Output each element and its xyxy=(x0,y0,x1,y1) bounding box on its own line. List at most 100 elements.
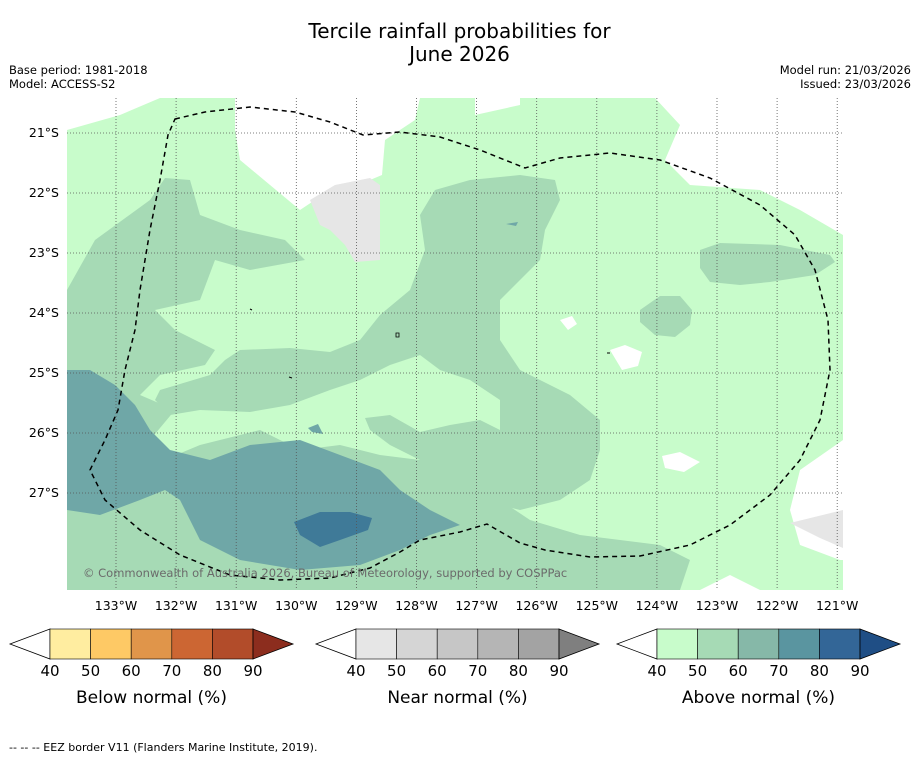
above-60 xyxy=(506,222,518,226)
colorbar-tick-label: 90 xyxy=(850,662,869,680)
colorbar-tick-label: 60 xyxy=(122,662,141,680)
colorbar-tick-label: 90 xyxy=(549,662,568,680)
colorbar-under-arrow xyxy=(615,628,658,660)
colorbar-tick-label: 50 xyxy=(81,662,100,680)
eez-legend-note: -- -- -- EEZ border V11 (Flanders Marine… xyxy=(9,741,317,754)
colorbar-segment xyxy=(518,628,560,660)
lon-axis: 133°W 132°W 131°W 130°W 129°W 128°W 127°W 126°W… xyxy=(95,598,859,613)
colorbar-under-arrow xyxy=(314,628,357,660)
colorbar-under-arrow xyxy=(8,628,51,660)
model-name: Model: ACCESS-S2 xyxy=(9,77,116,91)
lon-tick-label: 128°W xyxy=(395,598,437,613)
colorbar-title: Above normal (%) xyxy=(682,688,835,708)
title-line-1: Tercile rainfall probabilities for xyxy=(308,19,611,43)
colorbar-segment xyxy=(130,628,173,660)
title-line-2: June 2026 xyxy=(409,42,510,66)
no-signal-region xyxy=(560,316,577,330)
colorbar-tick-label: 80 xyxy=(509,662,528,680)
lon-tick-label: 133°W xyxy=(95,598,137,613)
lon-tick-label: 121°W xyxy=(816,598,858,613)
no-signal-region xyxy=(475,98,843,235)
colorbar-tick-label: 50 xyxy=(387,662,406,680)
lat-tick-label: 26°S xyxy=(29,425,59,440)
colorbar-over-arrow xyxy=(859,628,902,660)
island-marker xyxy=(288,376,293,379)
lat-tick-label: 23°S xyxy=(29,245,59,260)
issued-date: Issued: 23/03/2026 xyxy=(800,77,911,91)
colorbar-segment xyxy=(778,628,820,660)
colorbar-segment xyxy=(212,628,254,660)
near-normal-40 xyxy=(310,178,380,262)
lon-tick-label: 129°W xyxy=(335,598,377,613)
above-50 xyxy=(640,296,692,337)
colorbar-segment xyxy=(49,628,91,660)
lon-tick-label: 123°W xyxy=(696,598,738,613)
model-run: Model run: 21/03/2026 xyxy=(779,63,911,77)
no-signal-region xyxy=(475,98,520,115)
colorbar-tick-label: 70 xyxy=(468,662,487,680)
colorbar-tick-label: 70 xyxy=(162,662,181,680)
colorbar-title: Below normal (%) xyxy=(76,688,227,708)
map-title: Tercile rainfall probabilities for June … xyxy=(0,20,919,66)
lon-tick-label: 122°W xyxy=(756,598,798,613)
graticule xyxy=(67,98,843,590)
base-period: Base period: 1981-2018 xyxy=(9,63,148,77)
no-signal-region xyxy=(610,345,642,370)
colorbar-segment xyxy=(436,628,479,660)
colorbar-tick-label: 80 xyxy=(810,662,829,680)
colorbar-segment xyxy=(171,628,213,660)
no-signal-region xyxy=(67,98,160,130)
colorbar-segment xyxy=(477,628,519,660)
colorbar-tick-label: 90 xyxy=(243,662,262,680)
lon-tick-label: 127°W xyxy=(455,598,497,613)
colorbar-title: Near normal (%) xyxy=(387,688,527,708)
colorbar-segment xyxy=(656,628,698,660)
lat-axis: 21°S 22°S 23°S 24°S 25°S 26°S 27°S xyxy=(29,125,59,500)
above-50 xyxy=(155,175,600,510)
colorbar-tick-label: 50 xyxy=(688,662,707,680)
colorbar-tick-label: 60 xyxy=(428,662,447,680)
lat-tick-label: 25°S xyxy=(29,365,59,380)
lat-tick-label: 21°S xyxy=(29,125,59,140)
above-60 xyxy=(308,424,323,434)
eez-border xyxy=(89,106,831,581)
above-70 xyxy=(294,512,372,547)
colorbar-segment xyxy=(819,628,861,660)
legend-colorbars: 40 50 60 70 80 90 Below normal (%) 40 50 60 70 80 90… xyxy=(8,628,902,708)
above-50 xyxy=(67,178,305,445)
colorbar-tick-label: 40 xyxy=(647,662,666,680)
lon-tick-label: 130°W xyxy=(275,598,317,613)
colorbar-below: 40 50 60 70 80 90 Below normal (%) xyxy=(8,628,295,708)
island-marker xyxy=(249,308,253,311)
colorbar-tick-label: 40 xyxy=(40,662,59,680)
lon-tick-label: 124°W xyxy=(636,598,678,613)
lat-tick-label: 22°S xyxy=(29,185,59,200)
colorbar-near: 40 50 60 70 80 90 Near normal (%) xyxy=(314,628,601,708)
lat-tick-label: 27°S xyxy=(29,485,59,500)
colorbar-tick-label: 60 xyxy=(729,662,748,680)
no-signal-region xyxy=(700,575,760,590)
colorbar-segment xyxy=(697,628,739,660)
island-marker xyxy=(395,332,400,338)
meta-left: Base period: 1981-2018 Model: ACCESS-S2 xyxy=(9,63,148,91)
colorbar-segment xyxy=(396,628,438,660)
colorbar-above: 40 50 60 70 80 90 Above normal (%) xyxy=(615,628,902,708)
lon-tick-label: 126°W xyxy=(515,598,557,613)
colorbar-segment xyxy=(737,628,780,660)
map-copyright: © Commonwealth of Australia 2026, Bureau… xyxy=(83,566,567,580)
colorbar-tick-label: 40 xyxy=(346,662,365,680)
meta-right: Model run: 21/03/2026 Issued: 23/03/2026 xyxy=(780,63,911,91)
colorbar-over-arrow xyxy=(252,628,295,660)
lat-tick-label: 24°S xyxy=(29,305,59,320)
colorbar-segment xyxy=(355,628,397,660)
near-normal-40 xyxy=(790,510,843,548)
lon-tick-label: 132°W xyxy=(155,598,197,613)
colorbar-tick-label: 70 xyxy=(769,662,788,680)
colorbar-tick-label: 80 xyxy=(203,662,222,680)
above-50 xyxy=(700,243,835,285)
colorbar-segment xyxy=(90,628,132,660)
lon-tick-label: 125°W xyxy=(576,598,618,613)
map-area xyxy=(67,98,843,590)
no-signal-region xyxy=(662,452,700,472)
